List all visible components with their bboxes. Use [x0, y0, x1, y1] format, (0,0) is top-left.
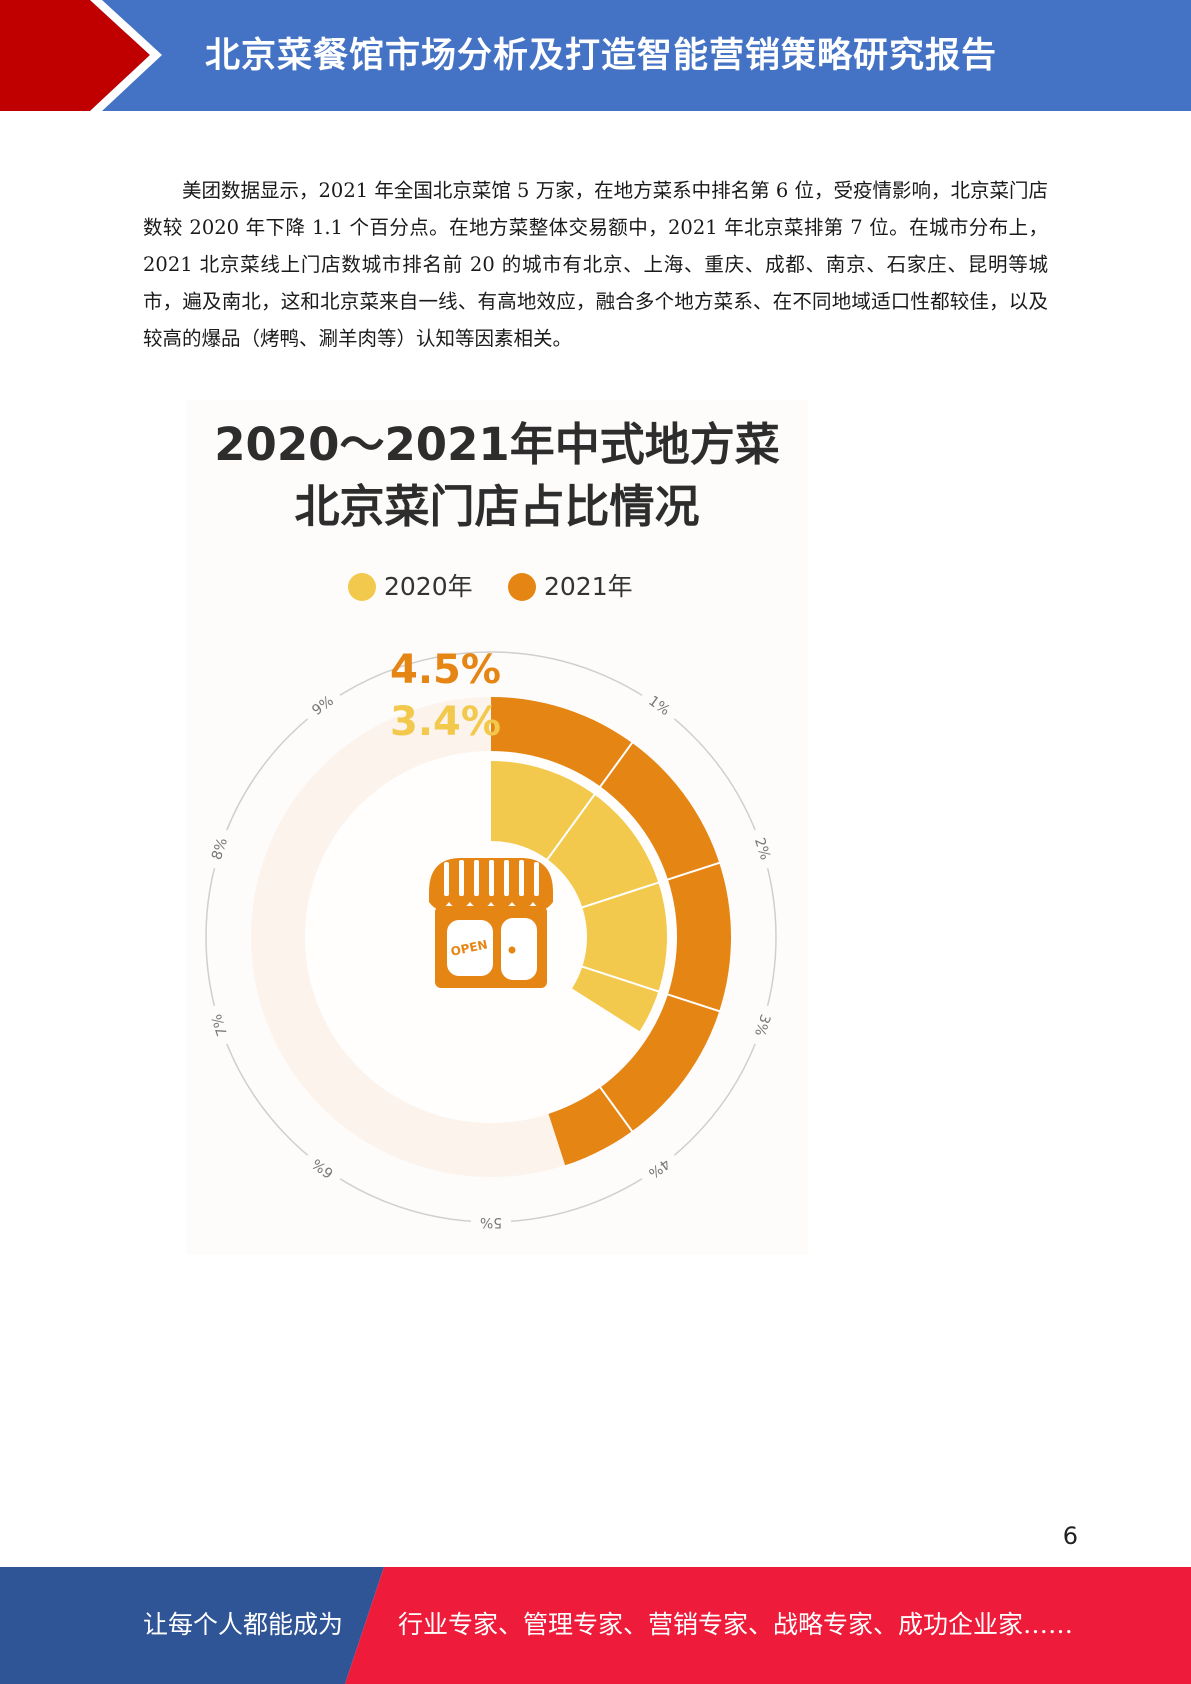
header-band: 北京菜餐馆市场分析及打造智能营销策略研究报告 [0, 0, 1191, 111]
legend-swatch-2020 [348, 573, 376, 601]
bar-2021-separator [666, 861, 721, 881]
header-chevron-graphic [0, 0, 162, 111]
bar-2021-separator [598, 1086, 634, 1133]
value-label-2020: 3.4% [390, 699, 501, 745]
footer-right-panel [345, 1567, 1191, 1684]
radial-bar-chart: OPEN [205, 651, 777, 1223]
footer-left-panel [0, 1567, 384, 1684]
footer-slogan-left: 让每个人都能成为 [143, 1610, 344, 1639]
bar-2020 [491, 761, 668, 1032]
chart-title-line1: 2020～2021年中式地方菜 [214, 418, 780, 471]
footer-band: 让每个人都能成为 行业专家、管理专家、营销专家、战略专家、成功企业家…… [0, 1567, 1191, 1684]
chart-title: 2020～2021年中式地方菜 北京菜门店占比情况 [186, 414, 808, 538]
legend-label-2020: 2020年 [384, 572, 473, 601]
footer-slogan-right: 行业专家、管理专家、营销专家、战略专家、成功企业家…… [398, 1610, 1074, 1639]
footer-background [0, 1567, 1191, 1684]
bar-2021-separator [666, 993, 721, 1013]
report-title: 北京菜餐馆市场分析及打造智能营销策略研究报告 [205, 36, 998, 76]
bar-2020-separator [546, 793, 596, 861]
legend-swatch-2021 [508, 573, 536, 601]
bar-2021-separator [598, 741, 634, 788]
chart-legend: 2020年 2021年 [186, 570, 808, 604]
header-red-chevron [0, 0, 150, 111]
shop-open-icon: OPEN [429, 858, 553, 988]
legend-label-2021: 2021年 [544, 572, 633, 601]
value-label-2021: 4.5% [390, 647, 501, 693]
bar-2020-separator [581, 965, 660, 993]
tick-label: 5% [471, 1212, 511, 1232]
page-number: 6 [1062, 1522, 1078, 1550]
bar-2020-separator [581, 881, 660, 909]
store-share-infographic: 2020～2021年中式地方菜 北京菜门店占比情况 2020年 2021年 [186, 400, 808, 1255]
header-chevron-stripe [90, 0, 162, 111]
chart-title-line2: 北京菜门店占比情况 [294, 480, 700, 533]
bar-2021 [491, 697, 732, 1166]
body-paragraph: 美团数据显示，2021 年全国北京菜馆 5 万家，在地方菜系中排名第 6 位，受… [143, 179, 1048, 350]
radial-bars [491, 697, 732, 1166]
